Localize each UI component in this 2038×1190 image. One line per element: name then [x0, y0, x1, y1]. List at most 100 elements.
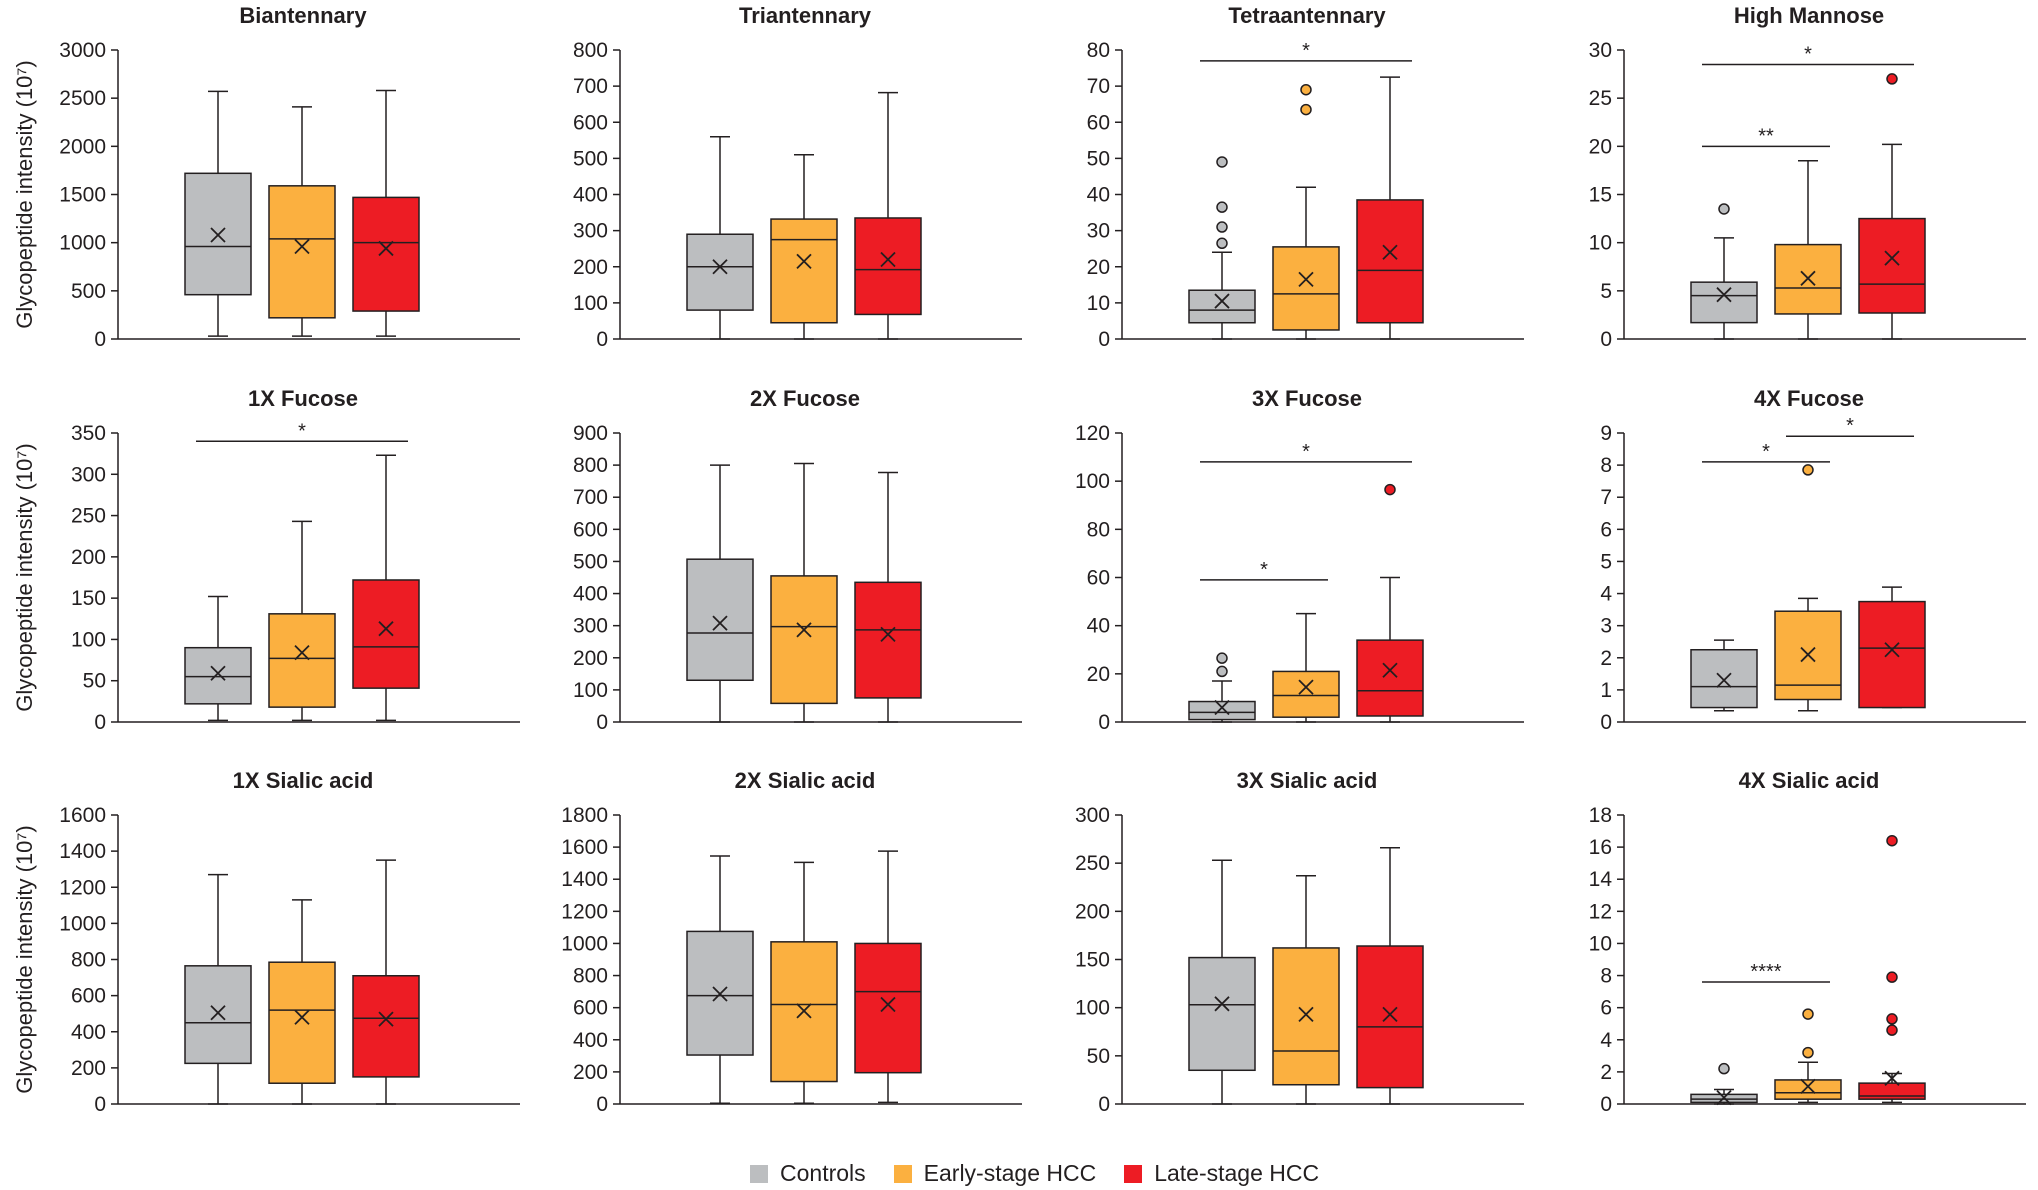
- chart-3x-sialic-acid-tick-label: 150: [1075, 949, 1110, 972]
- chart-2x-fucose: 2X Fucose 0 100 200 300 400 500 600 700 800 900: [573, 386, 1022, 734]
- chart-2x-fucose-title: 2X Fucose: [750, 386, 860, 411]
- chart-1x-fucose-controls-box: [184, 646, 252, 705]
- chart-3x-sialic-acid-tick-label: 300: [1075, 804, 1110, 827]
- chart-biantennary-tick-label: 0: [94, 328, 106, 351]
- chart-3x-sialic-acid-late-stage-hcc-mean-marker: [1382, 1006, 1398, 1023]
- legend-swatch-late-stage: [1124, 1164, 1143, 1183]
- chart-2x-sialic-acid-late-stage-hcc-mean-marker: [880, 996, 896, 1013]
- chart-2x-fucose-late-stage-hcc-box: [854, 581, 922, 699]
- chart-4x-fucose-controls-mean-marker: [1716, 672, 1732, 688]
- chart-triantennary-tick-label: 600: [573, 111, 608, 134]
- legend-label-early-stage: Early-stage HCC: [923, 1160, 1097, 1186]
- chart-triantennary-tick-label: 100: [573, 292, 608, 315]
- chart-4x-fucose-late-stage-hcc-mean-marker: [1884, 642, 1900, 658]
- chart-4x-sialic-acid-early-stage-hcc-outlier: [1802, 1046, 1814, 1059]
- chart-2x-sialic-acid-tick-label: 0: [596, 1093, 608, 1116]
- chart-high-mannose-controls-mean-marker: [1716, 287, 1732, 303]
- chart-4x-sialic-acid-early-stage-hcc-box: [1774, 1079, 1842, 1100]
- legend-swatch-early-stage: [893, 1164, 912, 1183]
- chart-2x-fucose-early-stage-hcc-box: [770, 575, 838, 705]
- chart-tetraantennary-controls-mean-marker: [1214, 293, 1230, 309]
- chart-4x-fucose-title: 4X Fucose: [1754, 386, 1864, 411]
- chart-2x-fucose-early-stage-hcc-mean-marker: [796, 622, 812, 638]
- chart-2x-sialic-acid-tick-label: 200: [573, 1061, 608, 1084]
- chart-4x-sialic-acid-late-stage-hcc-mean-marker: [1884, 1070, 1900, 1086]
- chart-3x-fucose-early-stage-hcc-box: [1272, 670, 1340, 718]
- chart-high-mannose-tick-label: 0: [1600, 328, 1612, 351]
- chart-high-mannose-tick-label: 25: [1589, 87, 1612, 110]
- chart-3x-fucose-late-stage-hcc-mean-marker: [1382, 662, 1398, 678]
- chart-high-mannose-tick-label: 20: [1589, 135, 1612, 158]
- chart-tetraantennary-tick-label: 40: [1087, 184, 1110, 207]
- chart-3x-fucose-controls-mean-marker: [1214, 699, 1230, 716]
- chart-1x-fucose-tick-label: 350: [71, 422, 106, 445]
- chart-4x-sialic-acid-tick-label: 4: [1600, 1029, 1612, 1052]
- chart-2x-sialic-acid-late-stage-hcc-box: [854, 942, 922, 1074]
- legend-item-controls: Controls: [750, 1160, 866, 1187]
- chart-1x-fucose-early-stage-hcc-box: [268, 613, 336, 708]
- chart-3x-fucose-early-stage-hcc-mean-marker: [1298, 679, 1314, 695]
- chart-biantennary-controls-mean-marker: [210, 227, 226, 243]
- chart-triantennary-tick-label: 800: [573, 39, 608, 62]
- chart-high-mannose-late-stage-hcc-outlier: [1886, 73, 1898, 85]
- chart-tetraantennary-tick-label: 50: [1087, 147, 1110, 170]
- legend-label-late-stage: Late-stage HCC: [1154, 1160, 1320, 1186]
- chart-3x-sialic-acid-controls-mean-marker: [1214, 996, 1230, 1012]
- chart-tetraantennary-late-stage-hcc-mean-marker: [1382, 244, 1398, 260]
- chart-high-mannose-tick-label: 30: [1589, 39, 1612, 62]
- chart-1x-sialic-acid-late-stage-hcc-box: [352, 975, 420, 1078]
- chart-triantennary-tick-label: 200: [573, 256, 608, 279]
- chart-2x-sialic-acid-tick-label: 1400: [561, 868, 608, 891]
- chart-4x-fucose-significance-label: *: [1762, 441, 1770, 463]
- legend-label-controls: Controls: [780, 1160, 866, 1186]
- chart-biantennary-early-stage-hcc-box: [268, 185, 336, 319]
- chart-high-mannose-early-stage-hcc-mean-marker: [1800, 270, 1816, 286]
- chart-tetraantennary-early-stage-hcc-outlier: [1300, 83, 1312, 96]
- legend: Controls Early-stage HCC Late-stage HCC: [750, 1160, 1319, 1187]
- chart-1x-sialic-acid-late-stage-hcc-mean-marker: [378, 1011, 394, 1027]
- chart-4x-fucose-late-stage-hcc-box: [1858, 600, 1926, 709]
- chart-tetraantennary-controls-outlier: [1216, 237, 1228, 250]
- chart-4x-fucose-early-stage-hcc-mean-marker: [1800, 646, 1816, 663]
- chart-1x-sialic-acid-tick-label: 1400: [59, 840, 106, 863]
- chart-1x-fucose-controls-mean-marker: [210, 665, 226, 681]
- chart-2x-fucose-tick-label: 0: [596, 711, 608, 734]
- chart-4x-fucose-controls-box: [1690, 649, 1758, 709]
- chart-tetraantennary-significance-label: *: [1302, 40, 1310, 62]
- chart-4x-sialic-acid-tick-label: 16: [1589, 836, 1612, 859]
- chart-2x-fucose-tick-label: 600: [573, 518, 608, 541]
- chart-biantennary-tick-label: 1500: [59, 184, 106, 207]
- chart-2x-fucose-tick-label: 700: [573, 486, 608, 509]
- chart-1x-sialic-acid-tick-label: 600: [71, 985, 106, 1008]
- chart-4x-fucose-tick-label: 5: [1600, 550, 1612, 573]
- chart-triantennary-controls-mean-marker: [712, 259, 728, 275]
- chart-tetraantennary-tick-label: 60: [1087, 111, 1110, 134]
- legend-item-early-stage: Early-stage HCC: [893, 1160, 1097, 1187]
- chart-high-mannose-significance-label: *: [1804, 43, 1812, 65]
- chart-3x-sialic-acid-late-stage-hcc-box: [1356, 945, 1424, 1089]
- chart-4x-fucose-significance-label: *: [1846, 415, 1854, 437]
- chart-4x-fucose-tick-label: 8: [1600, 454, 1612, 477]
- chart-2x-sialic-acid-tick-label: 1200: [561, 900, 608, 923]
- chart-3x-fucose-tick-label: 60: [1087, 567, 1110, 590]
- chart-tetraantennary-tick-label: 0: [1098, 328, 1110, 351]
- chart-biantennary-early-stage-hcc-mean-marker: [294, 238, 310, 255]
- chart-1x-sialic-acid-tick-label: 0: [94, 1093, 106, 1116]
- chart-biantennary-tick-label: 3000: [59, 39, 106, 62]
- chart-1x-sialic-acid-tick-label: 1000: [59, 912, 106, 935]
- chart-3x-sialic-acid-tick-label: 0: [1098, 1093, 1110, 1116]
- chart-tetraantennary-controls-outlier: [1216, 221, 1228, 233]
- chart-4x-sialic-acid-tick-label: 10: [1589, 932, 1612, 955]
- chart-3x-sialic-acid-tick-label: 250: [1075, 852, 1110, 875]
- chart-1x-sialic-acid-tick-label: 800: [71, 949, 106, 972]
- chart-high-mannose-early-stage-hcc-box: [1774, 243, 1842, 315]
- chart-4x-fucose-early-stage-hcc-outlier: [1802, 464, 1814, 476]
- chart-tetraantennary-controls-outlier: [1216, 156, 1228, 168]
- chart-biantennary: Biantennary 0 500 1000 1500 2000 2500 3000 Glyco…: [12, 3, 520, 351]
- chart-1x-fucose-tick-label: 150: [71, 587, 106, 610]
- chart-2x-fucose-controls-box: [686, 558, 754, 682]
- chart-high-mannose-tick-label: 10: [1589, 232, 1612, 255]
- chart-1x-sialic-acid-controls-mean-marker: [210, 1005, 226, 1021]
- chart-triantennary-tick-label: 500: [573, 147, 608, 170]
- chart-4x-fucose-tick-label: 2: [1600, 647, 1612, 670]
